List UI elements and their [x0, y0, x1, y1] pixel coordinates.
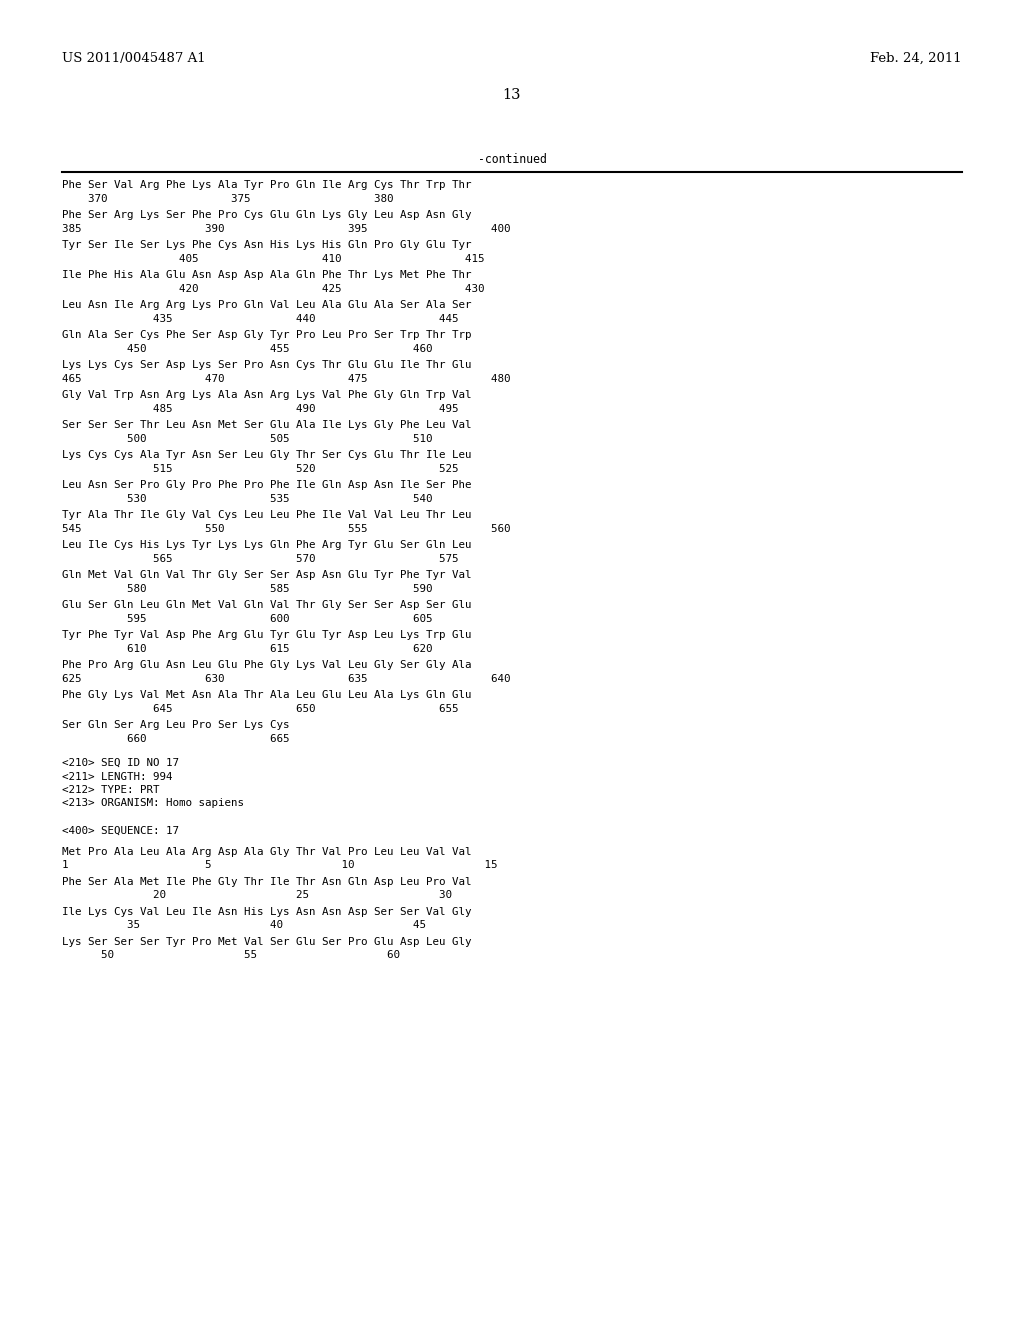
Text: 50                    55                    60: 50 55 60 — [62, 950, 400, 961]
Text: Tyr Ser Ile Ser Lys Phe Cys Asn His Lys His Gln Pro Gly Glu Tyr: Tyr Ser Ile Ser Lys Phe Cys Asn His Lys … — [62, 240, 471, 249]
Text: Phe Gly Lys Val Met Asn Ala Thr Ala Leu Glu Leu Ala Lys Gln Glu: Phe Gly Lys Val Met Asn Ala Thr Ala Leu … — [62, 690, 471, 700]
Text: Lys Cys Cys Ala Tyr Asn Ser Leu Gly Thr Ser Cys Glu Thr Ile Leu: Lys Cys Cys Ala Tyr Asn Ser Leu Gly Thr … — [62, 450, 471, 459]
Text: 500                   505                   510: 500 505 510 — [62, 433, 432, 444]
Text: 1                     5                    10                    15: 1 5 10 15 — [62, 861, 498, 870]
Text: Phe Ser Ala Met Ile Phe Gly Thr Ile Thr Asn Gln Asp Leu Pro Val: Phe Ser Ala Met Ile Phe Gly Thr Ile Thr … — [62, 876, 471, 887]
Text: Glu Ser Gln Leu Gln Met Val Gln Val Thr Gly Ser Ser Asp Ser Glu: Glu Ser Gln Leu Gln Met Val Gln Val Thr … — [62, 601, 471, 610]
Text: <210> SEQ ID NO 17: <210> SEQ ID NO 17 — [62, 758, 179, 768]
Text: Ser Ser Ser Thr Leu Asn Met Ser Glu Ala Ile Lys Gly Phe Leu Val: Ser Ser Ser Thr Leu Asn Met Ser Glu Ala … — [62, 420, 471, 430]
Text: 405                   410                   415: 405 410 415 — [62, 253, 484, 264]
Text: Leu Ile Cys His Lys Tyr Lys Lys Gln Phe Arg Tyr Glu Ser Gln Leu: Leu Ile Cys His Lys Tyr Lys Lys Gln Phe … — [62, 540, 471, 550]
Text: 13: 13 — [503, 88, 521, 102]
Text: 515                   520                   525: 515 520 525 — [62, 463, 459, 474]
Text: 420                   425                   430: 420 425 430 — [62, 284, 484, 293]
Text: Ile Lys Cys Val Leu Ile Asn His Lys Asn Asn Asp Ser Ser Val Gly: Ile Lys Cys Val Leu Ile Asn His Lys Asn … — [62, 907, 471, 917]
Text: Leu Asn Ser Pro Gly Pro Phe Pro Phe Ile Gln Asp Asn Ile Ser Phe: Leu Asn Ser Pro Gly Pro Phe Pro Phe Ile … — [62, 480, 471, 490]
Text: Gly Val Trp Asn Arg Lys Ala Asn Arg Lys Val Phe Gly Gln Trp Val: Gly Val Trp Asn Arg Lys Ala Asn Arg Lys … — [62, 389, 471, 400]
Text: Lys Ser Ser Ser Tyr Pro Met Val Ser Glu Ser Pro Glu Asp Leu Gly: Lys Ser Ser Ser Tyr Pro Met Val Ser Glu … — [62, 937, 471, 946]
Text: 485                   490                   495: 485 490 495 — [62, 404, 459, 413]
Text: <211> LENGTH: 994: <211> LENGTH: 994 — [62, 771, 172, 781]
Text: <212> TYPE: PRT: <212> TYPE: PRT — [62, 785, 160, 795]
Text: 370                   375                   380: 370 375 380 — [62, 194, 393, 203]
Text: 660                   665: 660 665 — [62, 734, 290, 743]
Text: Gln Ala Ser Cys Phe Ser Asp Gly Tyr Pro Leu Pro Ser Trp Thr Trp: Gln Ala Ser Cys Phe Ser Asp Gly Tyr Pro … — [62, 330, 471, 341]
Text: Ser Gln Ser Arg Leu Pro Ser Lys Cys: Ser Gln Ser Arg Leu Pro Ser Lys Cys — [62, 719, 290, 730]
Text: <400> SEQUENCE: 17: <400> SEQUENCE: 17 — [62, 825, 179, 836]
Text: Feb. 24, 2011: Feb. 24, 2011 — [870, 51, 962, 65]
Text: 645                   650                   655: 645 650 655 — [62, 704, 459, 714]
Text: 435                   440                   445: 435 440 445 — [62, 314, 459, 323]
Text: 530                   535                   540: 530 535 540 — [62, 494, 432, 503]
Text: Gln Met Val Gln Val Thr Gly Ser Ser Asp Asn Glu Tyr Phe Tyr Val: Gln Met Val Gln Val Thr Gly Ser Ser Asp … — [62, 570, 471, 579]
Text: 465                   470                   475                   480: 465 470 475 480 — [62, 374, 511, 384]
Text: 35                    40                    45: 35 40 45 — [62, 920, 426, 931]
Text: Ile Phe His Ala Glu Asn Asp Asp Ala Gln Phe Thr Lys Met Phe Thr: Ile Phe His Ala Glu Asn Asp Asp Ala Gln … — [62, 271, 471, 280]
Text: Tyr Ala Thr Ile Gly Val Cys Leu Leu Phe Ile Val Val Leu Thr Leu: Tyr Ala Thr Ile Gly Val Cys Leu Leu Phe … — [62, 510, 471, 520]
Text: Phe Ser Arg Lys Ser Phe Pro Cys Glu Gln Lys Gly Leu Asp Asn Gly: Phe Ser Arg Lys Ser Phe Pro Cys Glu Gln … — [62, 210, 471, 220]
Text: <213> ORGANISM: Homo sapiens: <213> ORGANISM: Homo sapiens — [62, 799, 244, 808]
Text: Lys Lys Cys Ser Asp Lys Ser Pro Asn Cys Thr Glu Glu Ile Thr Glu: Lys Lys Cys Ser Asp Lys Ser Pro Asn Cys … — [62, 360, 471, 370]
Text: 595                   600                   605: 595 600 605 — [62, 614, 432, 623]
Text: 625                   630                   635                   640: 625 630 635 640 — [62, 673, 511, 684]
Text: 545                   550                   555                   560: 545 550 555 560 — [62, 524, 511, 533]
Text: 450                   455                   460: 450 455 460 — [62, 343, 432, 354]
Text: US 2011/0045487 A1: US 2011/0045487 A1 — [62, 51, 206, 65]
Text: 20                    25                    30: 20 25 30 — [62, 891, 452, 900]
Text: 385                   390                   395                   400: 385 390 395 400 — [62, 223, 511, 234]
Text: 580                   585                   590: 580 585 590 — [62, 583, 432, 594]
Text: Phe Pro Arg Glu Asn Leu Glu Phe Gly Lys Val Leu Gly Ser Gly Ala: Phe Pro Arg Glu Asn Leu Glu Phe Gly Lys … — [62, 660, 471, 671]
Text: 565                   570                   575: 565 570 575 — [62, 553, 459, 564]
Text: Phe Ser Val Arg Phe Lys Ala Tyr Pro Gln Ile Arg Cys Thr Trp Thr: Phe Ser Val Arg Phe Lys Ala Tyr Pro Gln … — [62, 180, 471, 190]
Text: Met Pro Ala Leu Ala Arg Asp Ala Gly Thr Val Pro Leu Leu Val Val: Met Pro Ala Leu Ala Arg Asp Ala Gly Thr … — [62, 847, 471, 857]
Text: 610                   615                   620: 610 615 620 — [62, 644, 432, 653]
Text: -continued: -continued — [477, 153, 547, 166]
Text: Tyr Phe Tyr Val Asp Phe Arg Glu Tyr Glu Tyr Asp Leu Lys Trp Glu: Tyr Phe Tyr Val Asp Phe Arg Glu Tyr Glu … — [62, 630, 471, 640]
Text: Leu Asn Ile Arg Arg Lys Pro Gln Val Leu Ala Glu Ala Ser Ala Ser: Leu Asn Ile Arg Arg Lys Pro Gln Val Leu … — [62, 300, 471, 310]
